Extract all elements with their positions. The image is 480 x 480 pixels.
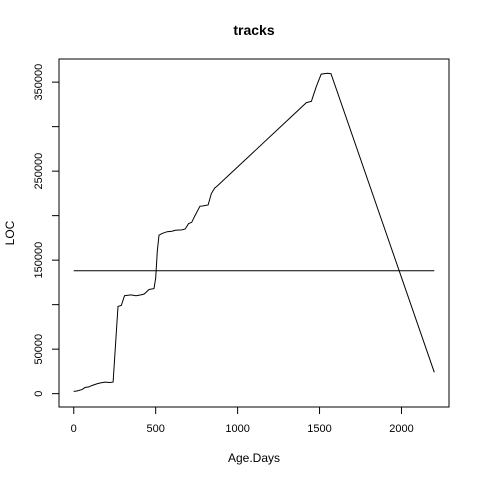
y-tick-label: 150000 <box>33 242 45 279</box>
y-tick-label: 0 <box>33 391 45 397</box>
x-tick-label: 1500 <box>307 423 331 435</box>
y-axis: 0 50000 150000 250000 350000 <box>33 64 60 397</box>
x-tick-label: 500 <box>147 423 165 435</box>
y-axis-label: LOC <box>3 220 17 245</box>
x-axis-label: Age.Days <box>228 451 280 465</box>
series-line <box>73 72 435 392</box>
y-tick-label: 250000 <box>33 153 45 190</box>
x-tick-label: 1000 <box>225 423 249 435</box>
y-tick-label: 350000 <box>33 64 45 101</box>
chart-title: tracks <box>233 22 274 38</box>
plot-frame <box>58 58 450 408</box>
x-tick-label: 2000 <box>389 423 413 435</box>
plot-area <box>73 72 435 392</box>
y-tick-label: 50000 <box>33 334 45 365</box>
x-tick-label: 0 <box>71 423 77 435</box>
x-axis: 0 500 1000 1500 2000 <box>71 406 414 435</box>
